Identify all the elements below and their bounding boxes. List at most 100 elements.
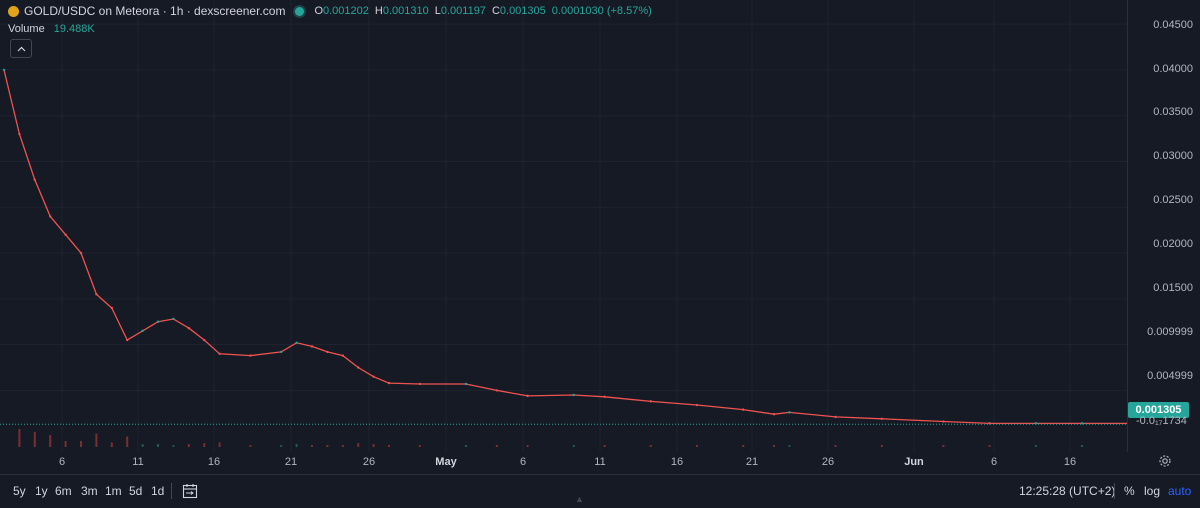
time-tick-label: 21 xyxy=(284,456,298,468)
volume-bar xyxy=(326,445,329,447)
price-point xyxy=(33,178,36,181)
calendar-range-icon xyxy=(182,484,198,499)
volume-bar xyxy=(311,445,313,447)
price-point xyxy=(464,382,468,386)
time-axis[interactable]: 6 11 16 21 26 May 6 11 16 21 26 Jun 6 16 xyxy=(0,452,1127,472)
price-point xyxy=(249,354,252,357)
price-point xyxy=(1080,422,1084,425)
volume-bar xyxy=(742,445,745,447)
date-range-button[interactable] xyxy=(182,483,198,499)
price-point xyxy=(834,415,837,419)
volume-bar xyxy=(187,444,190,447)
price-point xyxy=(172,317,175,321)
price-tick-label: 0.004999 xyxy=(1147,370,1193,382)
bottom-toolbar: 5y 1y 6m 3m 1m 5d 1d 12:25:28 (UTC+2) % … xyxy=(0,474,1200,508)
chart-plot-area[interactable] xyxy=(0,0,1127,452)
price-point xyxy=(18,132,21,136)
price-point xyxy=(572,393,575,397)
volume-bar xyxy=(773,445,775,447)
price-point xyxy=(218,352,221,355)
volume-bar xyxy=(80,441,82,447)
price-point xyxy=(387,381,391,385)
symbol-title[interactable]: GOLD/USDC on Meteora · 1h · dexscreener.… xyxy=(24,4,286,18)
volume-bar xyxy=(788,445,791,447)
price-point xyxy=(156,320,160,323)
range-button-5y[interactable]: 5y xyxy=(13,484,26,498)
percent-scale-toggle[interactable]: % xyxy=(1124,484,1135,498)
market-status-dot-icon xyxy=(295,6,305,16)
time-tick-label: 6 xyxy=(519,456,527,468)
high-value: 0.001310 xyxy=(382,5,429,17)
range-button-1m[interactable]: 1m xyxy=(105,484,122,498)
range-button-3m[interactable]: 3m xyxy=(81,484,98,498)
log-scale-toggle[interactable]: log xyxy=(1144,484,1161,498)
volume-value: 19.488K xyxy=(53,23,95,35)
volume-bar xyxy=(834,445,837,447)
range-button-5d[interactable]: 5d xyxy=(129,484,143,498)
volume-bar xyxy=(295,444,298,447)
volume-bar xyxy=(95,433,98,447)
volume-label[interactable]: Volume xyxy=(8,23,45,35)
volume-bar xyxy=(280,445,283,447)
price-tick-label-secondary: -0.0₁₇1734 xyxy=(1136,415,1187,427)
price-point xyxy=(880,417,883,420)
price-point xyxy=(295,341,298,344)
price-point xyxy=(742,408,745,411)
collapse-legend-button[interactable] xyxy=(10,39,32,58)
close-value: 0.001305 xyxy=(499,5,546,17)
volume-bar xyxy=(172,445,175,447)
volume-bar xyxy=(49,435,52,447)
volume-bar xyxy=(64,441,67,447)
toolbar-divider xyxy=(171,483,172,499)
price-point xyxy=(695,403,699,407)
time-tick-label: 11 xyxy=(132,456,144,468)
range-button-1d[interactable]: 1d xyxy=(151,484,165,498)
volume-bar xyxy=(1034,445,1037,447)
price-point xyxy=(372,375,375,378)
price-point xyxy=(64,233,67,236)
price-point xyxy=(95,293,98,296)
price-point xyxy=(280,350,283,354)
timezone-clock[interactable]: 12:25:28 (UTC+2) xyxy=(1019,484,1116,498)
volume-bar xyxy=(649,445,652,447)
volume-bar xyxy=(526,445,529,447)
volume-bar xyxy=(33,432,36,447)
volume-bar xyxy=(341,445,344,447)
volume-bar xyxy=(696,445,698,447)
price-point xyxy=(418,382,421,386)
price-point xyxy=(942,420,945,423)
volume-bar xyxy=(988,445,991,447)
change-value: 0.0001030 (+8.57%) xyxy=(551,5,652,17)
price-point xyxy=(49,215,52,218)
open-value: 0.001202 xyxy=(323,5,369,17)
price-tick-label: 0.01500 xyxy=(1153,282,1193,294)
volume-bar xyxy=(18,429,21,447)
chart-settings-button[interactable] xyxy=(1157,454,1173,470)
price-axis[interactable]: 0.04500 0.04000 0.03500 0.03000 0.02500 … xyxy=(1127,0,1200,452)
price-point xyxy=(649,400,652,403)
volume-bar xyxy=(495,444,498,447)
price-series-line xyxy=(3,69,1127,425)
time-tick-label: 6 xyxy=(58,456,66,468)
price-point xyxy=(310,345,314,348)
volume-bar xyxy=(372,444,375,447)
low-value: 0.001197 xyxy=(440,5,486,17)
volume-bar xyxy=(1081,445,1083,447)
scroll-up-icon[interactable]: ▲ xyxy=(575,494,584,504)
price-point xyxy=(187,326,190,330)
auto-scale-toggle[interactable]: auto xyxy=(1168,484,1192,498)
range-button-1y[interactable]: 1y xyxy=(35,484,48,498)
toolbar-divider xyxy=(1114,483,1115,499)
price-tick-label: 0.03000 xyxy=(1153,150,1193,162)
volume-bar xyxy=(418,445,421,447)
price-tick-label: 0.009999 xyxy=(1147,326,1193,338)
price-tick-label: 0.02500 xyxy=(1153,194,1193,206)
time-tick-label: 16 xyxy=(670,456,684,468)
price-tick-label: 0.04500 xyxy=(1153,19,1193,31)
low-key: L xyxy=(434,5,441,17)
high-key: H xyxy=(374,5,383,17)
volume-bar xyxy=(218,442,221,447)
price-point xyxy=(79,251,83,255)
range-button-6m[interactable]: 6m xyxy=(55,484,72,498)
volume-bar xyxy=(603,445,606,447)
